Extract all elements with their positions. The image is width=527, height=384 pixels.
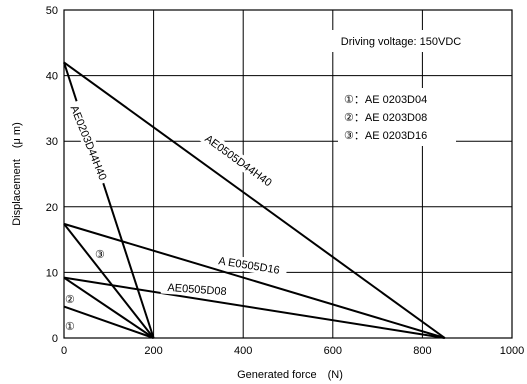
series-line-4 xyxy=(63,223,155,339)
svg-text:AE0203D44H40: AE0203D44H40 xyxy=(68,104,109,182)
svg-text:AE0505D08: AE0505D08 xyxy=(167,282,227,298)
line-label-ae0505d16: A E0505D16 xyxy=(210,252,288,278)
line-label-ae0203d44h40: AE0203D44H40 xyxy=(66,100,112,186)
y-tick-label-40: 40 xyxy=(46,71,58,83)
marker-1: ① xyxy=(65,321,75,333)
y-tick-label-10: 10 xyxy=(46,267,58,279)
legend-item-1: ①：AE 0203D04 xyxy=(344,94,427,106)
series-line-5 xyxy=(63,276,155,339)
marker-2: ② xyxy=(65,294,75,306)
y-axis-title: Displacement (μ m) xyxy=(11,122,23,226)
series-line-1 xyxy=(63,61,446,339)
series-line-6 xyxy=(63,305,154,339)
legend-box xyxy=(338,88,456,146)
x-tick-label-400: 400 xyxy=(234,345,252,357)
x-tick-label-800: 800 xyxy=(413,345,431,357)
y-tick-label-30: 30 xyxy=(46,136,58,148)
tick-labels: 0 200 400 600 800 1000 0 10 20 30 40 50 xyxy=(46,5,524,357)
x-axis-title: Generated force (N) xyxy=(237,369,343,381)
x-tick-label-0: 0 xyxy=(61,345,67,357)
legend-item-2: ②：AE 0203D08 xyxy=(344,112,427,124)
plot-frame xyxy=(63,9,513,339)
legend-item-3: ③：AE 0203D16 xyxy=(344,130,427,142)
voltage-note: Driving voltage: 150VDC xyxy=(341,36,462,48)
line-label-ae0505d44h40: AE0505D44H40 xyxy=(198,128,279,192)
marker-3: ③ xyxy=(95,249,105,261)
line-label-ae0505d08: AE0505D08 xyxy=(160,279,234,299)
series-line-2 xyxy=(63,222,446,339)
x-tick-label-600: 600 xyxy=(324,345,342,357)
voltage-note-box xyxy=(306,30,496,52)
y-tick-label-20: 20 xyxy=(46,202,58,214)
y-tick-label-0: 0 xyxy=(52,333,58,345)
series-line-3 xyxy=(63,276,445,339)
x-tick-label-200: 200 xyxy=(144,345,162,357)
y-tick-label-50: 50 xyxy=(46,5,58,17)
x-tick-label-1000: 1000 xyxy=(500,345,524,357)
